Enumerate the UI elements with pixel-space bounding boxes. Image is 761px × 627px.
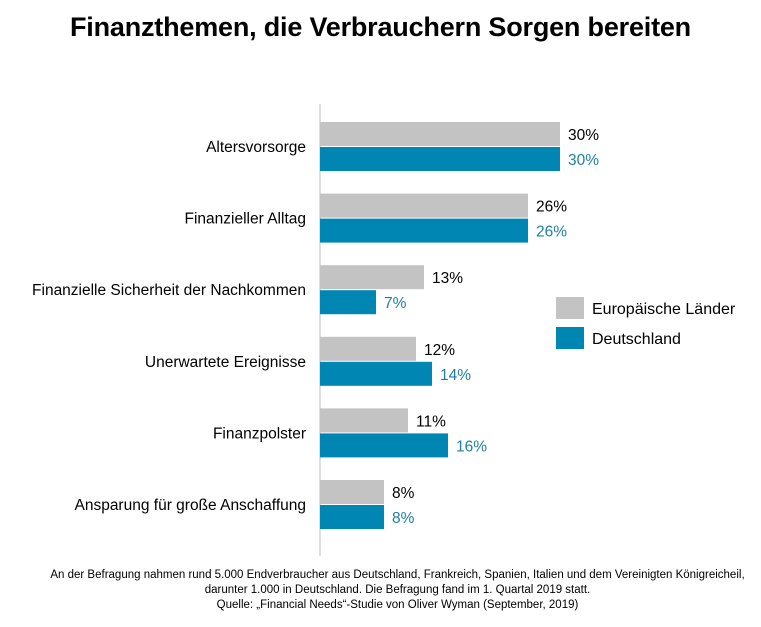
data-label-europaeische-laender-finanzieller-alltag: 26% [536,199,567,216]
bar-europaeische-laender-altersvorsorge [320,122,560,146]
data-label-deutschland-finanzieller-alltag: 26% [536,224,567,241]
data-label-deutschland-finanzpolster: 16% [456,438,487,455]
category-label-finanzielle-sicherheit-der-nachkommen: Finanzielle Sicherheit der Nachkommen [32,282,306,299]
chart-title: Finanzthemen, die Verbrauchern Sorgen be… [70,12,691,42]
footnote-source: Quelle: „Financial Needs“-Studie von Oli… [216,599,579,611]
bar-deutschland-finanzpolster [320,433,448,458]
bar-deutschland-finanzieller-alltag [320,218,528,243]
bar-chart: Altersvorsorge 30% 30% Finanzieller Alltag 2… [32,104,736,556]
legend-swatch-europaeische-laender [556,297,584,319]
data-label-europaeische-laender-finanzpolster: 11% [416,413,446,430]
bar-europaeische-laender-unerwartete-ereignisse [320,336,416,361]
category-label-unerwartete-ereignisse: Unerwartete Ereignisse [145,354,306,371]
footnote-line-2: darunter 1.000 in Deutschland. Die Befra… [204,584,591,596]
category-label-finanzpolster: Finanzpolster [213,425,306,442]
data-label-europaeische-laender-ansparung-fuer-grosse-anschaffung: 8% [392,485,415,502]
footnote: An der Befragung nahmen rund 5.000 Endve… [0,568,761,613]
bar-europaeische-laender-finanzielle-sicherheit-der-nachkommen [320,265,424,290]
data-label-europaeische-laender-altersvorsorge: 30% [568,127,599,144]
bar-europaeische-laender-finanzieller-alltag [320,193,528,218]
bar-deutschland-finanzielle-sicherheit-der-nachkommen [320,290,376,315]
data-label-deutschland-unerwartete-ereignisse: 14% [440,367,471,384]
data-label-deutschland-finanzielle-sicherheit-der-nachkommen: 7% [384,295,407,312]
category-label-finanzieller-alltag: Finanzieller Alltag [185,211,306,228]
legend: Europäische Länder Deutschland [556,297,736,349]
data-label-europaeische-laender-unerwartete-ereignisse: 12% [424,342,455,359]
data-label-europaeische-laender-finanzielle-sicherheit-der-nachkommen: 13% [432,270,463,287]
category-label-ansparung-fuer-grosse-anschaffung: Ansparung für große Anschaffung [74,497,306,514]
legend-label-deutschland: Deutschland [592,331,681,348]
legend-label-europaeische-laender: Europäische Länder [592,301,736,318]
bar-deutschland-ansparung-fuer-grosse-anschaffung [320,505,384,529]
legend-swatch-deutschland [556,327,584,349]
footnote-line-1: An der Befragung nahmen rund 5.000 Endve… [50,569,745,581]
category-label-altersvorsorge: Altersvorsorge [206,139,306,156]
bar-europaeische-laender-ansparung-fuer-grosse-anschaffung [320,480,384,504]
bar-deutschland-unerwartete-ereignisse [320,361,432,386]
bar-deutschland-altersvorsorge [320,147,560,171]
bar-europaeische-laender-finanzpolster [320,408,408,433]
data-label-deutschland-ansparung-fuer-grosse-anschaffung: 8% [392,510,415,527]
data-label-deutschland-altersvorsorge: 30% [568,152,599,169]
